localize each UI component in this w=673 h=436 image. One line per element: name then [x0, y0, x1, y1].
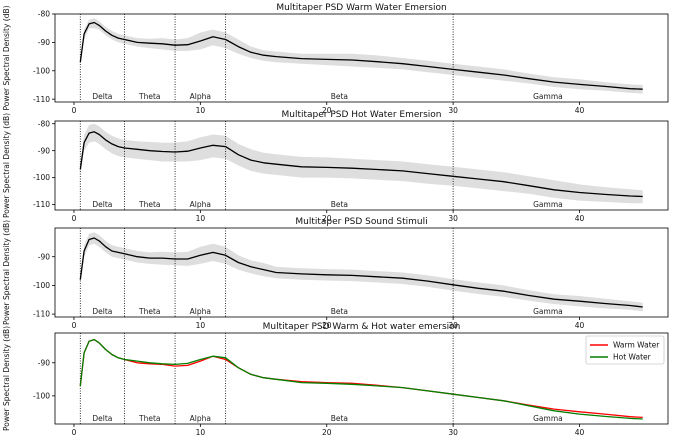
- x-tick-label: 10: [196, 106, 206, 115]
- axes-frame: [54, 13, 669, 103]
- band-label-alpha: Alpha: [190, 307, 211, 316]
- y-tick-label: -100: [33, 66, 50, 75]
- series-line-1: [79, 131, 643, 198]
- band-label-delta: Delta: [92, 307, 112, 316]
- x-tick-label: 0: [72, 214, 77, 223]
- confidence-band: [80, 123, 643, 204]
- y-tick-label: -90: [38, 252, 50, 261]
- y-tick-label: -90: [38, 146, 50, 155]
- axes-frame: [54, 227, 669, 318]
- x-tick-label: 40: [575, 321, 585, 330]
- band-label-alpha: Alpha: [190, 414, 211, 423]
- subplot-3: Delta Theta Alpha Beta Gamma 0 10 20 30 40 -90 -100…: [2, 217, 669, 330]
- x-tick-label: 30: [448, 214, 458, 223]
- y-axis-label: Power Spectral Density (dB): [2, 326, 11, 431]
- chart-title: Multitaper PSD Warm & Hot water emersion: [263, 322, 461, 332]
- y-tick-label: -100: [33, 391, 50, 400]
- band-label-theta: Theta: [138, 307, 161, 316]
- x-tick-label: 20: [322, 428, 332, 436]
- y-axis-label: Power Spectral Density (dB): [2, 5, 11, 110]
- x-tick-label: 30: [448, 321, 458, 330]
- x-tick-label: 0: [72, 428, 77, 436]
- legend-entry-2: Hot Water: [613, 353, 652, 362]
- band-label-beta: Beta: [331, 200, 348, 209]
- band-label-delta: Delta: [92, 200, 112, 209]
- x-tick-label: 40: [575, 106, 585, 115]
- band-label-delta: Delta: [92, 92, 112, 101]
- band-label-theta: Theta: [138, 414, 161, 423]
- band-label-gamma: Gamma: [533, 307, 563, 316]
- band-label-gamma: Gamma: [533, 92, 563, 101]
- chart-title: Multitaper PSD Warm Water Emersion: [276, 3, 446, 13]
- x-tick-label: 10: [196, 428, 206, 436]
- x-tick-label: 20: [322, 321, 332, 330]
- series-line-1: [79, 21, 643, 90]
- chart-title: Multitaper PSD Hot Water Emersion: [281, 110, 441, 120]
- band-label-gamma: Gamma: [533, 414, 563, 423]
- x-tick-label: 0: [72, 106, 77, 115]
- x-tick-label: 10: [196, 214, 206, 223]
- chart-title: Multitaper PSD Sound Stimuli: [295, 217, 427, 227]
- legend: Warm Water Hot Water: [585, 335, 665, 365]
- x-tick-label: 20: [322, 214, 332, 223]
- y-axis-label: Power Spectral Density (dB): [2, 113, 11, 218]
- x-tick-label: 20: [322, 106, 332, 115]
- series-line-1: [79, 338, 643, 419]
- subplot-2: Delta Theta Alpha Beta Gamma 0 10 20 30 40 -80 -90 -…: [2, 110, 669, 223]
- x-tick-label: 0: [72, 321, 77, 330]
- x-tick-label: 40: [575, 214, 585, 223]
- band-label-delta: Delta: [92, 414, 112, 423]
- y-tick-label: -80: [38, 10, 50, 19]
- band-label-beta: Beta: [331, 92, 348, 101]
- x-tick-label: 10: [196, 321, 206, 330]
- x-tick-label: 40: [575, 428, 585, 436]
- band-label-theta: Theta: [138, 200, 161, 209]
- band-label-beta: Beta: [331, 307, 348, 316]
- band-label-gamma: Gamma: [533, 200, 563, 209]
- y-tick-label: -80: [38, 119, 50, 128]
- band-label-alpha: Alpha: [190, 200, 211, 209]
- y-axis-label: Power Spectral Density (dB): [2, 220, 11, 325]
- x-tick-label: 30: [448, 106, 458, 115]
- y-tick-label: -100: [33, 173, 50, 182]
- band-label-beta: Beta: [331, 414, 348, 423]
- band-label-alpha: Alpha: [190, 92, 211, 101]
- series-line-1: [79, 237, 643, 308]
- band-label-theta: Theta: [138, 92, 161, 101]
- y-tick-label: -90: [38, 358, 50, 367]
- subplot-1: Delta Theta Alpha Beta Gamma 0 10 20 30 40 -80 -90 -…: [2, 3, 669, 115]
- y-tick-label: -90: [38, 38, 50, 47]
- series-line-2: [79, 338, 643, 420]
- subplot-4: Delta Theta Alpha Beta Gamma 0 10 20 30 40 -90 -100…: [2, 322, 669, 436]
- y-tick-label: -110: [33, 310, 50, 319]
- y-tick-label: -100: [33, 281, 50, 290]
- x-tick-label: 30: [448, 428, 458, 436]
- y-tick-label: -110: [33, 95, 50, 104]
- axes-frame: [54, 332, 669, 425]
- legend-entry-1: Warm Water: [613, 341, 660, 350]
- y-tick-label: -110: [33, 200, 50, 209]
- axes-frame: [54, 120, 669, 211]
